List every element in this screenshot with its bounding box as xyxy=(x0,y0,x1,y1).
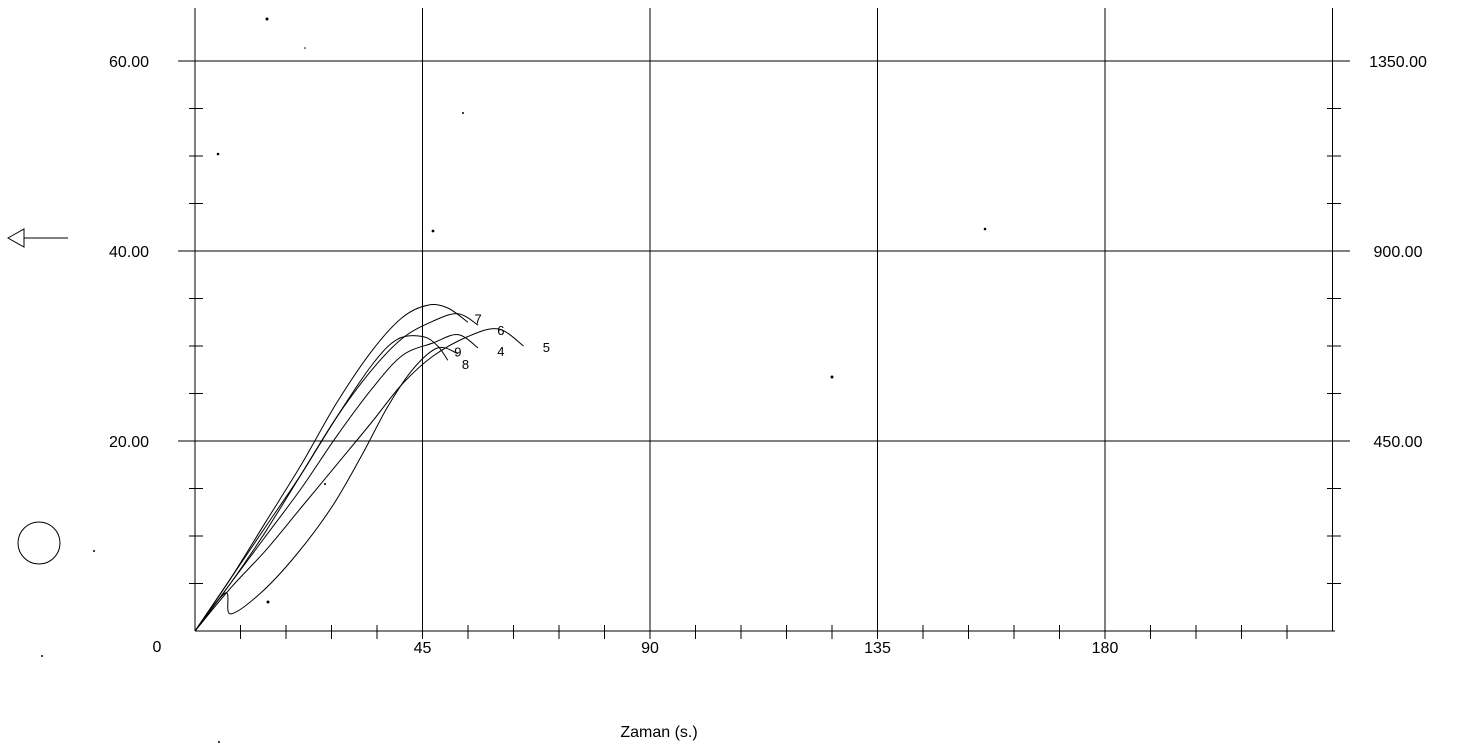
series-label-9: 9 xyxy=(454,345,461,360)
x-tick-label: 90 xyxy=(641,640,659,657)
y-tick-label: 60.00 xyxy=(109,54,149,71)
series-line-9 xyxy=(194,335,449,632)
scan-specks xyxy=(41,17,987,743)
series-label-6: 6 xyxy=(497,323,504,338)
y-tick-labels: 0 20.00 40.00 60.00 xyxy=(109,54,162,656)
x-axis-title: Zaman (s.) xyxy=(620,724,697,741)
y2-tick-label: 450.00 xyxy=(1374,434,1423,451)
series-line-6 xyxy=(194,313,479,632)
x-tick-label: 180 xyxy=(1092,640,1119,657)
series-label-5: 5 xyxy=(543,340,550,355)
series-label-4: 4 xyxy=(497,344,504,359)
x-tick-labels: 45 90 135 180 xyxy=(414,640,1119,657)
left-arrow-marker xyxy=(6,228,68,248)
x-tick-label: 135 xyxy=(864,640,891,657)
series-line-4 xyxy=(194,334,479,632)
series-line-7 xyxy=(194,304,469,632)
x-tick-label: 45 xyxy=(414,640,432,657)
circle-marker xyxy=(17,521,61,565)
series-line-5 xyxy=(194,328,524,632)
y-tick-label: 0 xyxy=(153,639,162,656)
y-tick-label: 20.00 xyxy=(109,434,149,451)
series-line-8 xyxy=(194,346,459,632)
y2-tick-labels: 450.00 900.00 1350.00 xyxy=(1369,54,1427,451)
series-labels: 7 6 5 4 98 xyxy=(454,311,550,372)
series-label-8: 8 xyxy=(462,357,469,372)
y2-tick-label: 900.00 xyxy=(1374,244,1423,261)
series-curves xyxy=(194,304,524,632)
y-tick-label: 40.00 xyxy=(109,244,149,261)
minor-ticks xyxy=(189,108,1341,639)
grid-lines xyxy=(178,8,1350,631)
series-label-7: 7 xyxy=(474,311,481,326)
y2-tick-label: 1350.00 xyxy=(1369,54,1427,71)
